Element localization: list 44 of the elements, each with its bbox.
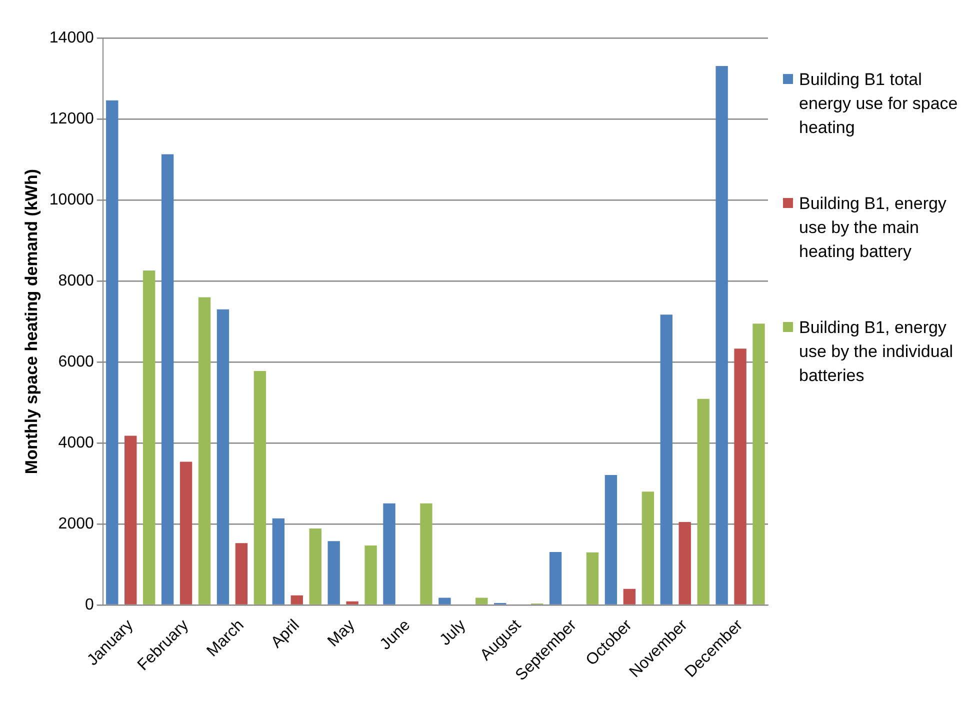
legend-label: Building B1 total energy use for space heating [799, 69, 958, 139]
y-tick-label: 6000 [58, 353, 94, 370]
bar [328, 541, 340, 604]
y-tick-label: 8000 [58, 272, 94, 290]
bar [290, 595, 303, 604]
bar [660, 314, 672, 604]
bar [272, 518, 285, 604]
bar [235, 543, 248, 604]
y-tick-label: 14000 [49, 29, 94, 46]
bar [476, 598, 488, 604]
bar [383, 503, 396, 604]
x-tick-label: May [324, 616, 358, 650]
bar [678, 522, 691, 604]
bar [697, 398, 710, 604]
legend-label: Building B1, energy use by the main heating battery [799, 193, 948, 263]
bar [161, 154, 174, 604]
bar [549, 552, 562, 604]
bar [254, 370, 266, 604]
bar [309, 528, 322, 604]
bar [346, 601, 358, 604]
y-axis-title: Monthly space heating demand (kWh) [22, 168, 41, 474]
bar [124, 436, 137, 604]
bar [752, 324, 765, 604]
legend-label: Building B1, energy use by the individual batteries [799, 317, 954, 387]
bar [642, 492, 654, 604]
bar [734, 348, 746, 604]
bar [142, 270, 156, 604]
bar [420, 503, 432, 604]
bar [364, 546, 377, 604]
bar [180, 462, 192, 604]
bar [586, 552, 599, 604]
x-tick-label: July [436, 616, 470, 649]
y-tick-label: 4000 [58, 434, 94, 452]
y-tick-label: 2000 [58, 515, 94, 532]
y-tick-label: 0 [84, 596, 94, 614]
bar [198, 297, 211, 604]
bar [623, 588, 636, 604]
y-tick-label: 12000 [49, 110, 94, 128]
bar [604, 475, 618, 604]
bar [438, 598, 451, 604]
bar [216, 309, 230, 604]
bar [106, 100, 118, 604]
y-tick-label: 10000 [49, 191, 94, 208]
bar [716, 66, 728, 604]
